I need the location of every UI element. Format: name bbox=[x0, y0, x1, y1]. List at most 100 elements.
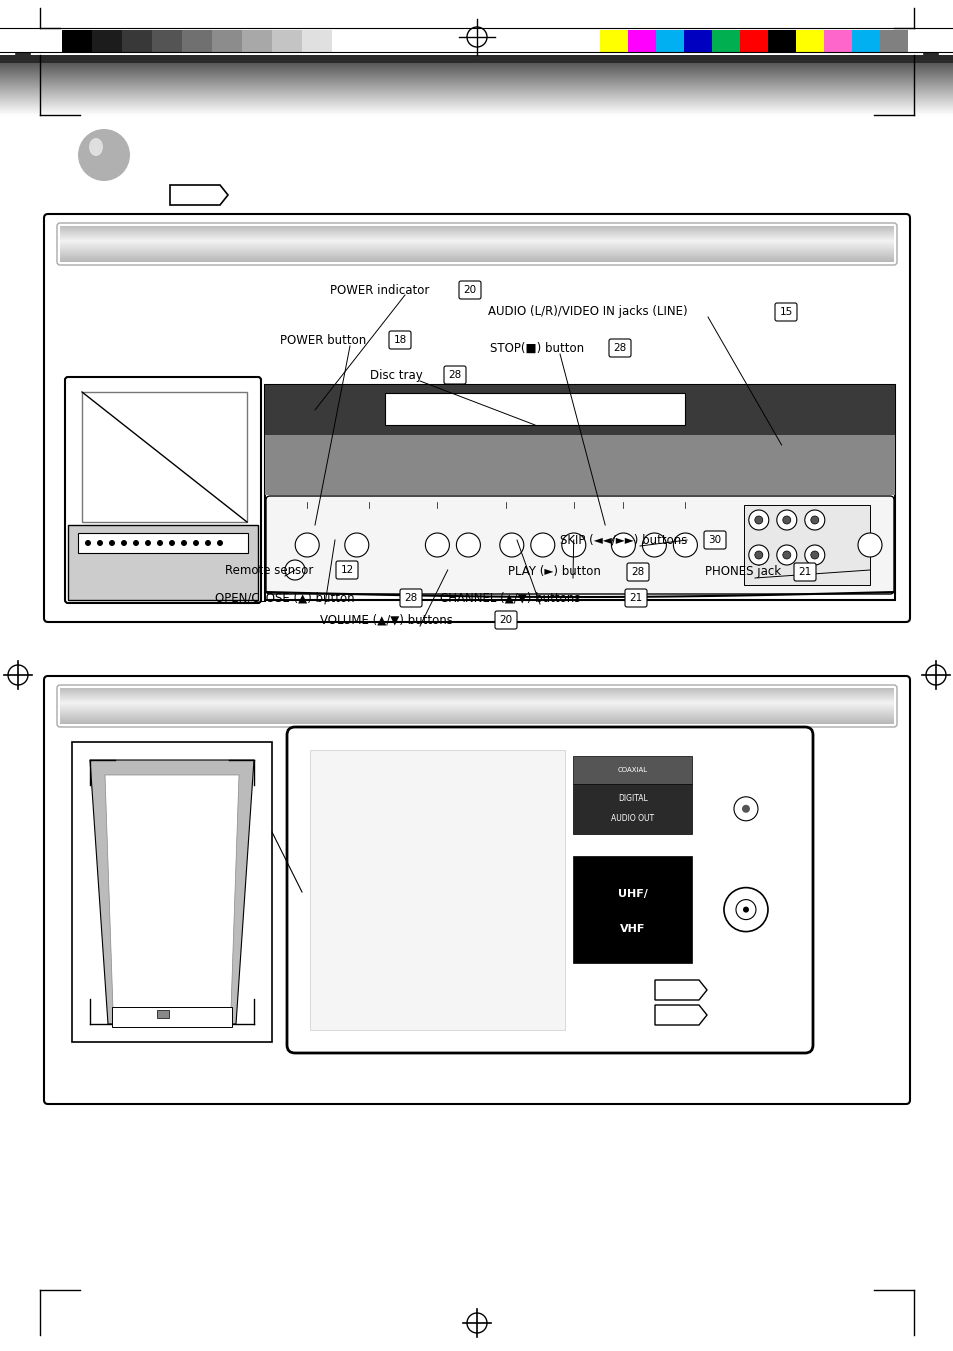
Circle shape bbox=[748, 544, 768, 565]
Text: VOLUME (▲/▼) buttons: VOLUME (▲/▼) buttons bbox=[319, 613, 453, 627]
Bar bbox=[82, 392, 247, 521]
Text: 28: 28 bbox=[613, 343, 626, 353]
Bar bbox=[212, 30, 242, 51]
Bar bbox=[0, 80, 953, 81]
Bar bbox=[242, 30, 272, 51]
Text: SKIP (◄◄/►►) buttons: SKIP (◄◄/►►) buttons bbox=[559, 534, 687, 547]
Circle shape bbox=[97, 540, 103, 546]
FancyBboxPatch shape bbox=[774, 303, 796, 322]
Bar bbox=[0, 113, 953, 115]
Bar bbox=[573, 755, 692, 784]
Circle shape bbox=[733, 797, 758, 821]
Text: AUDIO (L/R)/VIDEO IN jacks (LINE): AUDIO (L/R)/VIDEO IN jacks (LINE) bbox=[488, 305, 687, 319]
Text: 20: 20 bbox=[463, 285, 476, 295]
Bar bbox=[0, 108, 953, 109]
Text: 28: 28 bbox=[448, 370, 461, 380]
Bar bbox=[265, 435, 894, 494]
Bar bbox=[879, 30, 907, 51]
Bar bbox=[0, 61, 953, 62]
Bar bbox=[385, 393, 684, 426]
Bar bbox=[91, 30, 122, 51]
Bar bbox=[0, 112, 953, 113]
Bar bbox=[272, 30, 302, 51]
Bar bbox=[0, 70, 953, 72]
Circle shape bbox=[723, 888, 767, 932]
Circle shape bbox=[735, 900, 755, 920]
Bar bbox=[0, 95, 953, 96]
Text: 30: 30 bbox=[708, 535, 720, 544]
Bar bbox=[265, 385, 894, 435]
Bar bbox=[0, 59, 953, 61]
Bar bbox=[0, 78, 953, 81]
Bar bbox=[112, 1006, 232, 1027]
Bar bbox=[0, 73, 953, 74]
Bar bbox=[0, 62, 953, 63]
FancyBboxPatch shape bbox=[65, 377, 261, 603]
Bar bbox=[302, 30, 332, 51]
Polygon shape bbox=[90, 761, 253, 1024]
Bar bbox=[71, 742, 272, 1042]
Bar bbox=[0, 65, 953, 66]
Circle shape bbox=[776, 509, 796, 530]
Bar bbox=[157, 1011, 169, 1019]
Circle shape bbox=[157, 540, 163, 546]
Circle shape bbox=[78, 128, 130, 181]
Circle shape bbox=[776, 544, 796, 565]
Bar bbox=[0, 72, 953, 73]
Bar bbox=[0, 97, 953, 99]
Bar bbox=[152, 30, 182, 51]
FancyBboxPatch shape bbox=[793, 563, 815, 581]
Text: OPEN/CLOSE (▲) button: OPEN/CLOSE (▲) button bbox=[214, 592, 355, 604]
Bar bbox=[0, 96, 953, 97]
FancyBboxPatch shape bbox=[287, 727, 812, 1052]
FancyBboxPatch shape bbox=[495, 611, 517, 630]
Bar bbox=[0, 63, 953, 65]
Bar bbox=[0, 92, 953, 93]
Text: POWER button: POWER button bbox=[280, 334, 366, 346]
Circle shape bbox=[344, 534, 369, 557]
Bar bbox=[0, 95, 953, 96]
Text: COAXIAL: COAXIAL bbox=[618, 766, 647, 773]
Bar bbox=[0, 76, 953, 77]
Bar bbox=[0, 101, 953, 104]
Text: 21: 21 bbox=[798, 567, 811, 577]
Bar bbox=[0, 68, 953, 69]
Bar bbox=[823, 30, 851, 51]
Circle shape bbox=[782, 516, 790, 524]
Bar bbox=[767, 30, 795, 51]
FancyBboxPatch shape bbox=[703, 531, 725, 549]
FancyBboxPatch shape bbox=[44, 676, 909, 1104]
Bar bbox=[0, 89, 953, 91]
Bar bbox=[0, 103, 953, 104]
Circle shape bbox=[857, 534, 882, 557]
Bar bbox=[656, 30, 683, 51]
Bar bbox=[683, 30, 711, 51]
FancyBboxPatch shape bbox=[399, 589, 421, 607]
Text: 28: 28 bbox=[404, 593, 417, 603]
Bar bbox=[795, 30, 823, 51]
Bar bbox=[627, 30, 656, 51]
FancyBboxPatch shape bbox=[443, 366, 465, 384]
Text: POWER indicator: POWER indicator bbox=[330, 284, 429, 296]
Bar bbox=[0, 101, 953, 103]
Bar bbox=[0, 55, 953, 57]
Text: VHF: VHF bbox=[619, 924, 645, 934]
Bar bbox=[0, 111, 953, 112]
Text: 28: 28 bbox=[631, 567, 644, 577]
Bar bbox=[0, 77, 953, 78]
Circle shape bbox=[561, 534, 585, 557]
Bar bbox=[0, 81, 953, 82]
Bar bbox=[0, 88, 953, 89]
Bar bbox=[0, 91, 953, 92]
Bar bbox=[0, 93, 953, 95]
Text: 21: 21 bbox=[629, 593, 642, 603]
Bar bbox=[0, 68, 953, 69]
Text: PHONES jack: PHONES jack bbox=[704, 566, 781, 578]
Bar bbox=[0, 55, 953, 58]
Bar bbox=[0, 86, 953, 89]
Bar bbox=[0, 58, 953, 59]
Bar bbox=[0, 82, 953, 84]
Bar bbox=[182, 30, 212, 51]
Bar bbox=[0, 76, 953, 77]
Bar bbox=[0, 104, 953, 105]
